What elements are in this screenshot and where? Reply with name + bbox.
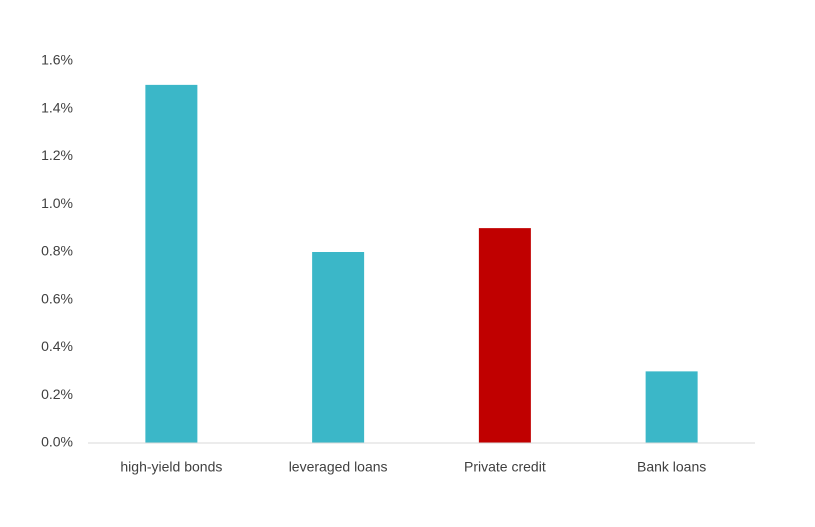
x-tick-label: Private credit — [464, 459, 546, 475]
y-tick-label: 0.0% — [41, 434, 73, 450]
x-tick-label: leveraged loans — [289, 459, 388, 475]
y-tick-label: 0.6% — [41, 290, 73, 306]
x-tick-label: Bank loans — [637, 459, 706, 475]
y-tick-label: 0.8% — [41, 243, 73, 259]
y-tick-label: 1.2% — [41, 147, 73, 163]
x-tick-label: high-yield bonds — [120, 459, 222, 475]
y-tick-label: 0.2% — [41, 386, 73, 402]
bar — [312, 252, 365, 443]
bar — [478, 228, 531, 443]
y-tick-label: 1.0% — [41, 195, 73, 211]
y-tick-label: 1.6% — [41, 52, 73, 68]
bar — [645, 371, 698, 443]
y-tick-label: 0.4% — [41, 338, 73, 354]
y-tick-label: 1.4% — [41, 99, 73, 115]
bar — [145, 84, 198, 443]
